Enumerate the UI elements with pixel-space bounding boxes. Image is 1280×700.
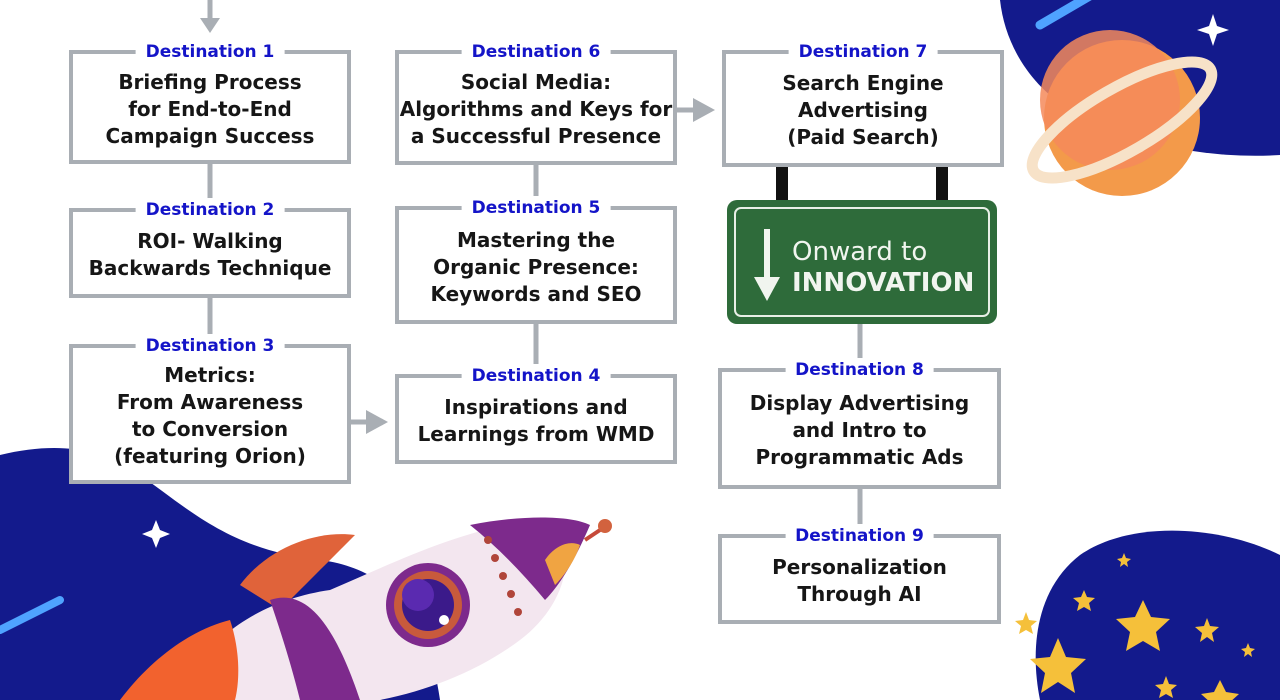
sparkle-icon: [142, 520, 170, 548]
space-blob-bottom-right: [1035, 530, 1280, 700]
destination-2-text: ROI- Walking Backwards Technique: [88, 229, 332, 280]
rocket-icon: [120, 517, 612, 700]
destination-9-label: Destination 9: [785, 524, 934, 548]
destination-9-box: Destination 9 Personalization Through AI: [718, 524, 1001, 624]
destination-6-text: Social Media: Algorithms and Keys for a …: [399, 70, 673, 148]
destination-8-box: Destination 8 Display Advertising and In…: [718, 358, 1001, 489]
sign-border: Onward to INNOVATION: [734, 207, 990, 317]
destination-7-text: Search Engine Advertising (Paid Search): [782, 71, 944, 149]
destination-3-label: Destination 3: [135, 334, 285, 358]
stars-icon: [1015, 553, 1255, 700]
destination-5-text: Mastering the Organic Presence: Keywords…: [430, 227, 642, 306]
sign-line-2: INNOVATION: [792, 268, 975, 298]
comet-top-right: [1035, 0, 1092, 30]
destination-2-box: Destination 2 ROI- Walking Backwards Tec…: [69, 198, 351, 298]
sign-post-left: [776, 164, 788, 202]
connectors: [200, 0, 863, 536]
destination-1-label: Destination 1: [135, 40, 285, 64]
sign-post-right: [936, 164, 948, 202]
destination-9-text: Personalization Through AI: [772, 555, 947, 606]
destination-7-label: Destination 7: [788, 40, 938, 64]
planet-icon: [1026, 30, 1218, 196]
destination-5-label: Destination 5: [461, 196, 611, 220]
destination-6-label: Destination 6: [461, 40, 611, 64]
destination-5-box: Destination 5 Mastering the Organic Pres…: [395, 196, 677, 324]
destination-8-label: Destination 8: [785, 358, 934, 382]
destination-6-box: Destination 6 Social Media: Algorithms a…: [395, 40, 677, 165]
destination-4-text: Inspirations and Learnings from WMD: [417, 395, 655, 446]
destination-8-text: Display Advertising and Intro to Program…: [749, 391, 970, 469]
destination-3-text: Metrics: From Awareness to Conversion (f…: [114, 363, 306, 468]
destination-2-label: Destination 2: [135, 198, 285, 222]
destination-4-label: Destination 4: [461, 364, 611, 388]
destination-7-box: Destination 7 Search Engine Advertising …: [722, 40, 1004, 167]
destination-1-text: Briefing Process for End-to-End Campaign…: [105, 69, 315, 148]
innovation-sign: Onward to INNOVATION: [727, 200, 997, 324]
destination-3-box: Destination 3 Metrics: From Awareness to…: [69, 334, 351, 484]
comet-bottom-left: [0, 596, 64, 634]
sign-line-1: Onward to: [792, 237, 928, 267]
down-arrow-icon: [754, 229, 780, 301]
sparkle-icon: [1197, 14, 1229, 46]
destination-1-box: Destination 1 Briefing Process for End-t…: [69, 40, 351, 164]
destination-4-box: Destination 4 Inspirations and Learnings…: [395, 364, 677, 464]
